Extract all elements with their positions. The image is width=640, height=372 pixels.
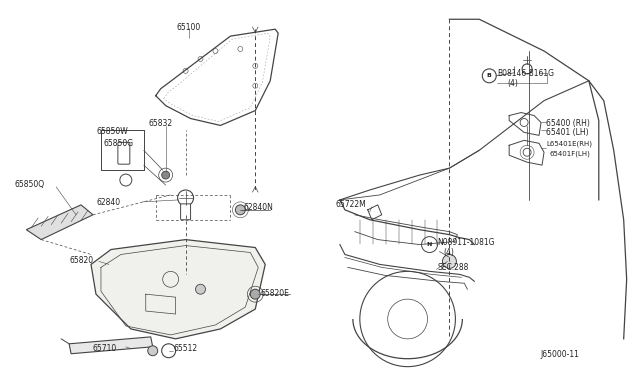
FancyBboxPatch shape bbox=[118, 142, 130, 164]
Circle shape bbox=[250, 289, 260, 299]
Text: SEC.288: SEC.288 bbox=[438, 263, 469, 272]
Text: B: B bbox=[487, 73, 492, 78]
Text: 65850Q: 65850Q bbox=[14, 180, 44, 189]
Text: 62840N: 62840N bbox=[243, 203, 273, 212]
Text: 65820E: 65820E bbox=[260, 289, 289, 298]
Polygon shape bbox=[69, 337, 153, 354]
Text: N08911-1081G: N08911-1081G bbox=[438, 238, 495, 247]
Circle shape bbox=[162, 171, 170, 179]
Text: 65850W: 65850W bbox=[97, 128, 129, 137]
Text: J65000-11: J65000-11 bbox=[540, 350, 579, 359]
FancyBboxPatch shape bbox=[180, 204, 191, 220]
Circle shape bbox=[236, 205, 245, 215]
Text: 62840: 62840 bbox=[97, 198, 121, 207]
Text: 65722M: 65722M bbox=[336, 200, 367, 209]
Polygon shape bbox=[91, 240, 265, 339]
Text: 65400 (RH): 65400 (RH) bbox=[546, 119, 590, 128]
Text: B08146-8161G: B08146-8161G bbox=[497, 69, 554, 78]
Text: 65512: 65512 bbox=[173, 344, 198, 353]
Text: 65401 (LH): 65401 (LH) bbox=[546, 128, 589, 137]
Circle shape bbox=[442, 254, 456, 268]
Circle shape bbox=[196, 284, 205, 294]
Text: 65850G: 65850G bbox=[104, 140, 134, 148]
Text: 65401F(LH): 65401F(LH) bbox=[550, 150, 591, 157]
Text: N: N bbox=[427, 242, 432, 247]
Text: L65401E(RH): L65401E(RH) bbox=[546, 140, 592, 147]
Text: (4): (4) bbox=[507, 79, 518, 88]
Text: 65100: 65100 bbox=[177, 23, 201, 32]
Circle shape bbox=[148, 346, 157, 356]
Text: 65710: 65710 bbox=[93, 344, 117, 353]
Text: 65820: 65820 bbox=[69, 256, 93, 266]
Polygon shape bbox=[26, 205, 93, 240]
Text: 65832: 65832 bbox=[148, 119, 173, 128]
Text: (4): (4) bbox=[444, 247, 454, 257]
